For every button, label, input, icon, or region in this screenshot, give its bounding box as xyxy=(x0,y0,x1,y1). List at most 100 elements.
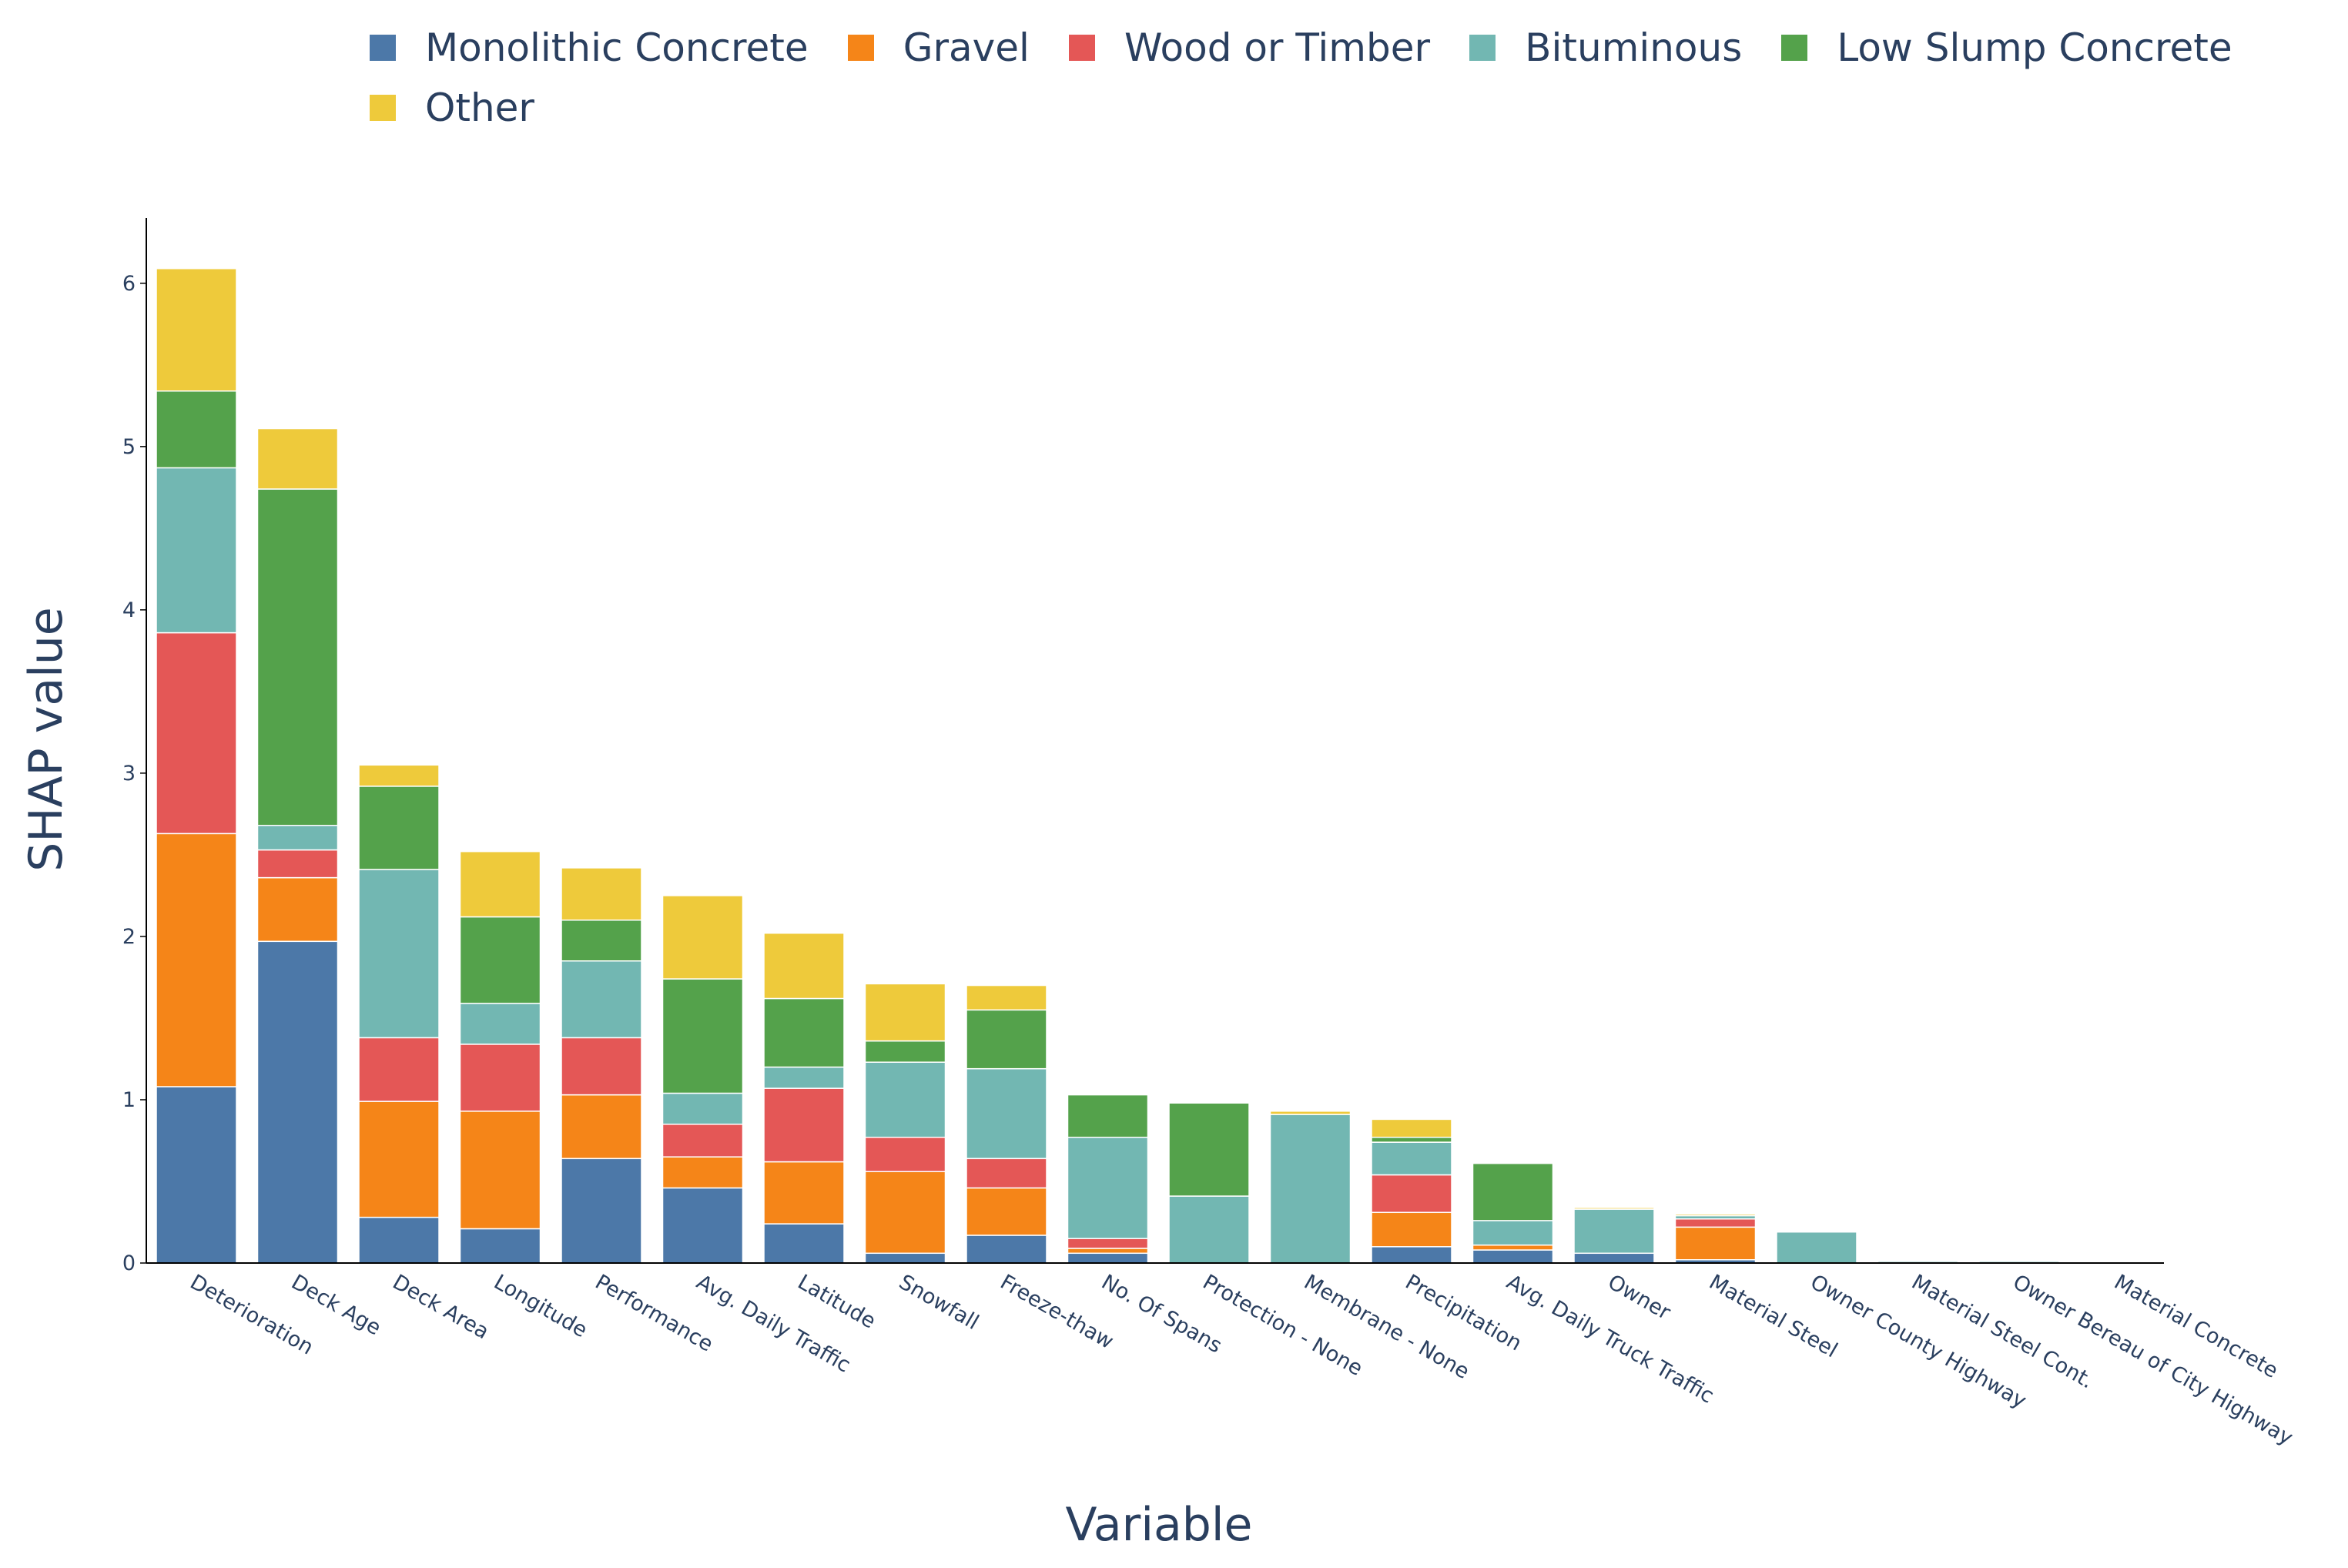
bar-segment-no-of-spans-monolithic-concrete[interactable] xyxy=(1067,1252,1149,1264)
y-tick-label: 5 xyxy=(122,435,136,459)
x-tick-label: Material Steel Cont. xyxy=(1908,1270,2098,1393)
bar-segment-precipitation-other[interactable] xyxy=(1371,1118,1452,1138)
bar-segment-latitude-bituminous[interactable] xyxy=(763,1066,845,1089)
x-tick-label: Snowfall xyxy=(895,1270,983,1335)
bar-segment-performance-gravel[interactable] xyxy=(561,1094,642,1160)
bar-segment-performance-wood-or-timber[interactable] xyxy=(561,1037,642,1096)
bar-segment-longitude-wood-or-timber[interactable] xyxy=(459,1044,541,1112)
bar-segment-snowfall-gravel[interactable] xyxy=(864,1171,946,1255)
bar-segment-precipitation-gravel[interactable] xyxy=(1371,1211,1452,1248)
bar-segment-freeze-thaw-wood-or-timber[interactable] xyxy=(966,1158,1047,1189)
legend-label: Wood or Timber xyxy=(1124,25,1431,70)
bar-segment-owner-county-highway-bituminous[interactable] xyxy=(1776,1231,1857,1264)
bar-segment-snowfall-bituminous[interactable] xyxy=(864,1061,946,1138)
bar-segment-precipitation-bituminous[interactable] xyxy=(1371,1141,1452,1176)
bar-segment-material-steel-other[interactable] xyxy=(1674,1213,1757,1217)
bar-segment-deck-age-other[interactable] xyxy=(256,427,339,490)
bar-segment-membrane-none-other[interactable] xyxy=(1269,1111,1352,1115)
x-tick-label: Owner xyxy=(1604,1270,1676,1325)
bar-segment-latitude-other[interactable] xyxy=(763,932,845,1000)
bar-segment-longitude-bituminous[interactable] xyxy=(459,1003,541,1045)
y-tick-label: 2 xyxy=(122,925,136,949)
bar-segment-avg-daily-traffic-monolithic-concrete[interactable] xyxy=(662,1187,744,1264)
bar-segment-material-steel-wood-or-timber[interactable] xyxy=(1674,1218,1757,1228)
bar-segment-protection-none-low-slump-concrete[interactable] xyxy=(1168,1102,1250,1197)
bar-segment-avg-daily-truck-traffic-low-slump-concrete[interactable] xyxy=(1472,1162,1554,1221)
bar-segment-deck-area-bituminous[interactable] xyxy=(358,869,440,1039)
bar-segment-avg-daily-traffic-bituminous[interactable] xyxy=(662,1092,744,1125)
bar-segment-avg-daily-traffic-other[interactable] xyxy=(662,895,744,980)
bar-segment-freeze-thaw-gravel[interactable] xyxy=(966,1187,1047,1236)
legend-item-low-slump-concrete[interactable]: Low Slump Concrete xyxy=(1781,23,2232,72)
bar-segment-freeze-thaw-monolithic-concrete[interactable] xyxy=(966,1235,1047,1264)
legend: Monolithic Concrete Gravel Wood or Timbe… xyxy=(370,23,2341,143)
bar-segment-avg-daily-traffic-wood-or-timber[interactable] xyxy=(662,1124,744,1158)
bar-segment-deck-area-gravel[interactable] xyxy=(358,1101,440,1218)
bar-layer xyxy=(156,267,2060,1264)
bar-segment-deck-age-wood-or-timber[interactable] xyxy=(256,849,339,879)
y-tick-label: 1 xyxy=(122,1088,136,1112)
bar-segment-performance-other[interactable] xyxy=(561,867,642,921)
bar-segment-avg-daily-truck-traffic-monolithic-concrete[interactable] xyxy=(1472,1249,1554,1264)
bar-segment-owner-other[interactable] xyxy=(1573,1207,1655,1210)
bar-segment-freeze-thaw-bituminous[interactable] xyxy=(966,1067,1047,1160)
bar-segment-avg-daily-truck-traffic-bituminous[interactable] xyxy=(1472,1220,1554,1246)
bar-segment-deck-age-bituminous[interactable] xyxy=(256,825,339,851)
bar-segment-no-of-spans-wood-or-timber[interactable] xyxy=(1067,1238,1149,1249)
bar-segment-longitude-low-slump-concrete[interactable] xyxy=(459,916,541,1004)
bar-segment-deterioration-monolithic-concrete[interactable] xyxy=(156,1086,237,1264)
bar-segment-latitude-low-slump-concrete[interactable] xyxy=(763,997,845,1068)
bar-segment-freeze-thaw-low-slump-concrete[interactable] xyxy=(966,1009,1047,1070)
bar-segment-longitude-gravel[interactable] xyxy=(459,1111,541,1230)
legend-label: Gravel xyxy=(903,25,1030,70)
legend-item-monolithic-concrete[interactable]: Monolithic Concrete xyxy=(370,23,809,72)
x-tick-label: Freeze-thaw xyxy=(996,1270,1118,1354)
bar-segment-deck-area-wood-or-timber[interactable] xyxy=(358,1037,440,1102)
bar-segment-snowfall-other[interactable] xyxy=(864,983,946,1042)
bar-segment-membrane-none-bituminous[interactable] xyxy=(1269,1114,1352,1264)
bar-segment-no-of-spans-gravel[interactable] xyxy=(1067,1248,1149,1255)
bar-segment-precipitation-low-slump-concrete[interactable] xyxy=(1371,1136,1452,1143)
bar-segment-deterioration-gravel[interactable] xyxy=(156,833,237,1087)
bar-segment-owner-monolithic-concrete[interactable] xyxy=(1573,1252,1655,1264)
bar-segment-no-of-spans-bituminous[interactable] xyxy=(1067,1136,1149,1239)
bar-segment-material-steel-gravel[interactable] xyxy=(1674,1226,1757,1261)
legend-item-wood-or-timber[interactable]: Wood or Timber xyxy=(1069,23,1430,72)
bar-segment-deck-area-low-slump-concrete[interactable] xyxy=(358,786,440,870)
bar-segment-longitude-monolithic-concrete[interactable] xyxy=(459,1228,541,1264)
bar-segment-deterioration-wood-or-timber[interactable] xyxy=(156,632,237,835)
bar-segment-deck-age-low-slump-concrete[interactable] xyxy=(256,488,339,826)
bar-segment-owner-bituminous[interactable] xyxy=(1573,1208,1655,1255)
bar-segment-snowfall-low-slump-concrete[interactable] xyxy=(864,1040,946,1063)
bar-segment-avg-daily-traffic-low-slump-concrete[interactable] xyxy=(662,978,744,1094)
bar-segment-no-of-spans-low-slump-concrete[interactable] xyxy=(1067,1094,1149,1138)
bar-segment-snowfall-wood-or-timber[interactable] xyxy=(864,1136,946,1173)
bar-segment-latitude-gravel[interactable] xyxy=(763,1161,845,1225)
legend-label: Bituminous xyxy=(1525,25,1743,70)
bar-segment-deck-age-gravel[interactable] xyxy=(256,876,339,943)
bar-segment-performance-bituminous[interactable] xyxy=(561,960,642,1039)
bar-segment-latitude-wood-or-timber[interactable] xyxy=(763,1087,845,1163)
bar-segment-deck-area-monolithic-concrete[interactable] xyxy=(358,1216,440,1264)
bar-segment-snowfall-monolithic-concrete[interactable] xyxy=(864,1252,946,1264)
bar-segment-deterioration-low-slump-concrete[interactable] xyxy=(156,390,237,469)
bar-segment-precipitation-wood-or-timber[interactable] xyxy=(1371,1174,1452,1214)
legend-item-bituminous[interactable]: Bituminous xyxy=(1469,23,1742,72)
legend-item-other[interactable]: Other xyxy=(370,83,534,132)
bar-segment-deck-age-monolithic-concrete[interactable] xyxy=(256,940,339,1264)
bar-segment-deck-area-other[interactable] xyxy=(358,764,440,787)
bar-segment-protection-none-bituminous[interactable] xyxy=(1168,1195,1250,1264)
bar-segment-performance-low-slump-concrete[interactable] xyxy=(561,919,642,962)
bar-segment-latitude-monolithic-concrete[interactable] xyxy=(763,1223,845,1264)
x-tick-label: Membrane - None xyxy=(1300,1270,1473,1384)
legend-item-gravel[interactable]: Gravel xyxy=(847,23,1030,72)
bar-segment-longitude-other[interactable] xyxy=(459,850,541,918)
bar-segment-freeze-thaw-other[interactable] xyxy=(966,984,1047,1011)
bar-segment-deterioration-bituminous[interactable] xyxy=(156,467,237,634)
bar-segment-precipitation-monolithic-concrete[interactable] xyxy=(1371,1246,1452,1264)
bar-segment-performance-monolithic-concrete[interactable] xyxy=(561,1158,642,1264)
bar-segment-deterioration-other[interactable] xyxy=(156,267,237,392)
bar-segment-avg-daily-traffic-gravel[interactable] xyxy=(662,1156,744,1189)
bar-segment-avg-daily-truck-traffic-gravel[interactable] xyxy=(1472,1244,1554,1251)
